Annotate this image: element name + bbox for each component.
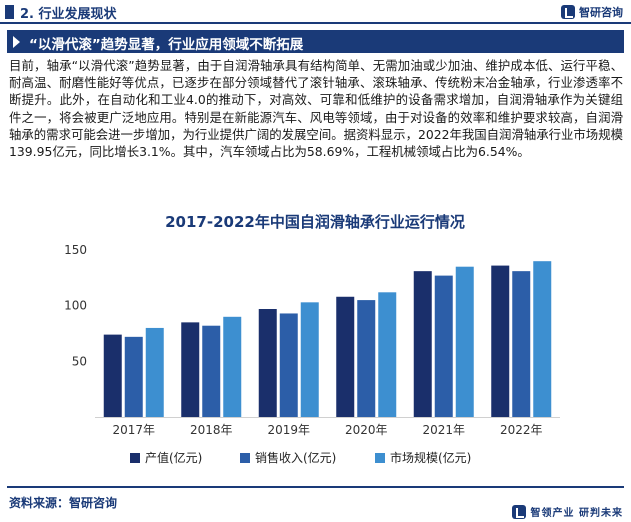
top-bar: 2. 行业发展现状 智研咨询 [0, 0, 631, 24]
bar-1-4 [336, 296, 355, 417]
x-tick-label: 2021年 [422, 423, 465, 437]
bar-2-1 [124, 336, 143, 417]
chart-title: 2017-2022年中国自润滑轴承行业运行情况 [165, 213, 465, 231]
legend-label: 销售收入(亿元) [255, 450, 336, 465]
legend-swatch [375, 453, 385, 463]
footer-divider [7, 486, 624, 488]
x-tick-label: 2020年 [345, 423, 388, 437]
brand-logo-icon [511, 504, 526, 519]
bar-3-1 [145, 327, 164, 417]
brand-slogan: 智领产业 研判未来 [530, 508, 623, 519]
bar-3-6 [533, 261, 552, 417]
footer: 资料来源：智研咨询 智领产业 研判未来 [0, 486, 631, 522]
brand-header: 智研咨询 [561, 4, 623, 20]
brand-name: 智研咨询 [579, 6, 623, 19]
bar-3-2 [223, 316, 242, 417]
legend-swatch [240, 453, 250, 463]
y-tick-label: 150 [64, 243, 87, 257]
bar-2-6 [512, 271, 531, 417]
bar-2-3 [279, 313, 298, 417]
bar-3-3 [300, 302, 319, 417]
bar-1-1 [103, 334, 122, 417]
header-divider [0, 22, 631, 24]
y-tick-label: 50 [72, 354, 87, 368]
y-tick-label: 100 [64, 299, 87, 313]
bar-3-5 [455, 266, 474, 417]
legend-label: 产值(亿元) [145, 450, 202, 465]
chevron-right-icon [13, 36, 20, 48]
footer-brand: 智领产业 研判未来 [511, 504, 623, 519]
section-marker-icon [5, 5, 14, 19]
bar-1-3 [258, 309, 277, 417]
bar-1-5 [413, 271, 432, 417]
x-tick-label: 2022年 [500, 423, 543, 437]
section-title: “以滑代滚”趋势显著，行业应用领域不断拓展 [29, 37, 304, 53]
x-tick-label: 2019年 [267, 423, 310, 437]
bar-1-6 [491, 265, 510, 417]
legend-swatch [130, 453, 140, 463]
bar-2-2 [202, 325, 221, 417]
x-tick-label: 2017年 [112, 423, 155, 437]
legend-label: 市场规模(亿元) [390, 450, 471, 465]
bar-2-4 [357, 300, 376, 417]
bar-3-4 [378, 292, 397, 417]
section-label: 2. 行业发展现状 [20, 7, 117, 22]
bar-1-2 [181, 322, 200, 417]
bar-2-5 [434, 275, 453, 417]
source-note: 资料来源：智研咨询 [9, 496, 118, 510]
body-paragraph: 目前，轴承“以滑代滚”趋势显著，由于自润滑轴承具有结构简单、无需加油或少加油、维… [9, 58, 623, 160]
section-title-bar: “以滑代滚”趋势显著，行业应用领域不断拓展 [7, 30, 624, 53]
bar-chart: 2017-2022年中国自润滑轴承行业运行情况 50 100 150 2017年 20… [64, 213, 560, 465]
brand-logo-icon [561, 5, 575, 19]
x-tick-label: 2018年 [190, 423, 233, 437]
